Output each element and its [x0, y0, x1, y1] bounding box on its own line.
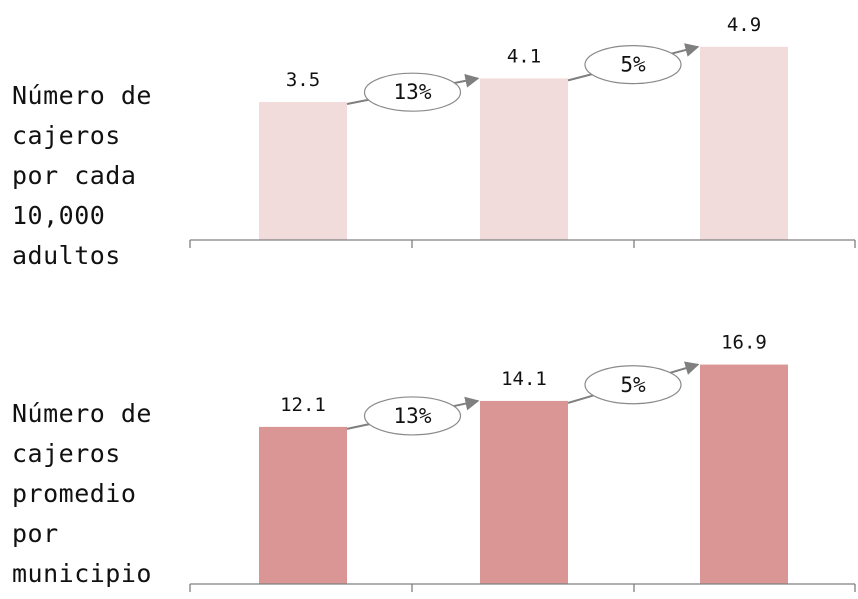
row-label-line: promedio	[12, 479, 137, 508]
growth-label: 5%	[620, 53, 646, 77]
row-label-line: municipio	[12, 559, 152, 588]
bar	[259, 426, 347, 584]
bar	[259, 102, 347, 241]
growth-label: 13%	[394, 404, 432, 428]
row-label-line: cajeros	[12, 121, 121, 150]
growth-ellipse	[363, 396, 462, 436]
bar	[480, 400, 568, 584]
data-label: 14.1	[501, 368, 547, 390]
data-label: 4.1	[507, 45, 541, 67]
row-label-line: Número de	[12, 399, 152, 428]
row-label-line: cajeros	[12, 439, 121, 468]
growth-ellipse	[584, 365, 682, 405]
bar	[700, 364, 788, 584]
data-label: 16.9	[721, 332, 767, 354]
row-label-line: 10,000	[12, 201, 106, 230]
data-label: 12.1	[280, 394, 326, 416]
growth-label: 13%	[394, 80, 432, 104]
growth-ellipse	[584, 44, 682, 85]
row-label-line: por cada	[12, 161, 137, 190]
growth-label: 5%	[620, 373, 646, 397]
row-label-atms-per-10000-adults: Número de cajeros por cada 10,000 adulto…	[12, 76, 152, 276]
row-label-line: adultos	[12, 241, 121, 270]
bar	[700, 46, 788, 241]
growth-ellipse	[363, 72, 462, 112]
data-label: 3.5	[286, 69, 320, 91]
row-label-line: Número de	[12, 81, 152, 110]
row-label-line: por	[12, 519, 59, 548]
chart-atms-per-10000-adults: 3.5 4.1 4.9 13% 5%	[189, 14, 856, 248]
data-label: 4.9	[727, 14, 761, 36]
chart-avg-atms-per-municipality: 12.1 14.1 16.9 13% 5%	[189, 332, 856, 592]
bar	[480, 78, 568, 240]
row-label-avg-atms-per-municipality: Número de cajeros promedio por municipio	[12, 394, 152, 594]
